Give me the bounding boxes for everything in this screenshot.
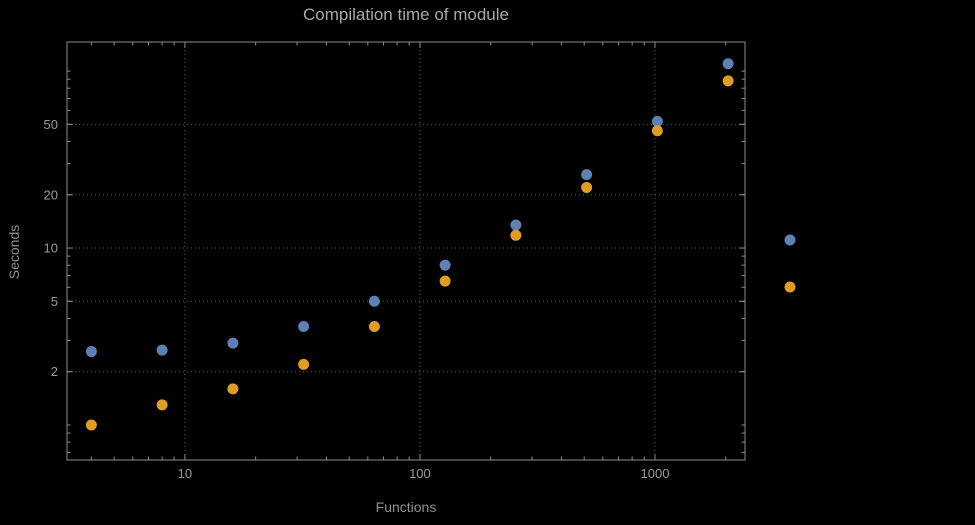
y-tick-label: 10 (44, 241, 58, 256)
y-tick-label: 2 (51, 364, 58, 379)
data-point-series-2 (368, 321, 380, 333)
plot-frame (66, 41, 746, 461)
data-point-series-2 (439, 275, 451, 287)
data-point-series-1 (156, 344, 168, 356)
chart-title: Compilation time of module (303, 5, 509, 24)
x-tick-label: 1000 (641, 466, 670, 481)
data-point-series-1 (368, 295, 380, 307)
data-point-series-1 (581, 169, 593, 181)
y-axis-label: Seconds (6, 224, 22, 280)
data-point-series-2 (227, 383, 239, 395)
data-point-series-1 (439, 259, 451, 271)
data-point-series-2 (298, 358, 310, 370)
data-point-series-2 (651, 125, 663, 137)
y-tick-label: 5 (51, 294, 58, 309)
data-point-series-1 (227, 337, 239, 349)
y-tick-label: 50 (44, 117, 58, 132)
data-point-series-2 (156, 399, 168, 411)
x-axis-label: Functions (375, 499, 437, 515)
data-point-series-2 (510, 229, 522, 241)
data-point-series-1 (722, 58, 734, 70)
data-point-series-1 (298, 321, 310, 333)
x-tick-label: 10 (178, 466, 192, 481)
data-point-series-1 (85, 346, 97, 358)
data-point-series-2 (722, 75, 734, 87)
legend-marker-series-2 (784, 281, 796, 293)
data-point-series-1 (510, 219, 522, 231)
data-point-series-2 (581, 181, 593, 193)
data-point-series-1 (651, 115, 663, 127)
y-tick-label: 20 (44, 187, 58, 202)
x-tick-label: 100 (409, 466, 431, 481)
data-point-series-2 (85, 419, 97, 431)
legend-marker-series-1 (784, 234, 796, 246)
